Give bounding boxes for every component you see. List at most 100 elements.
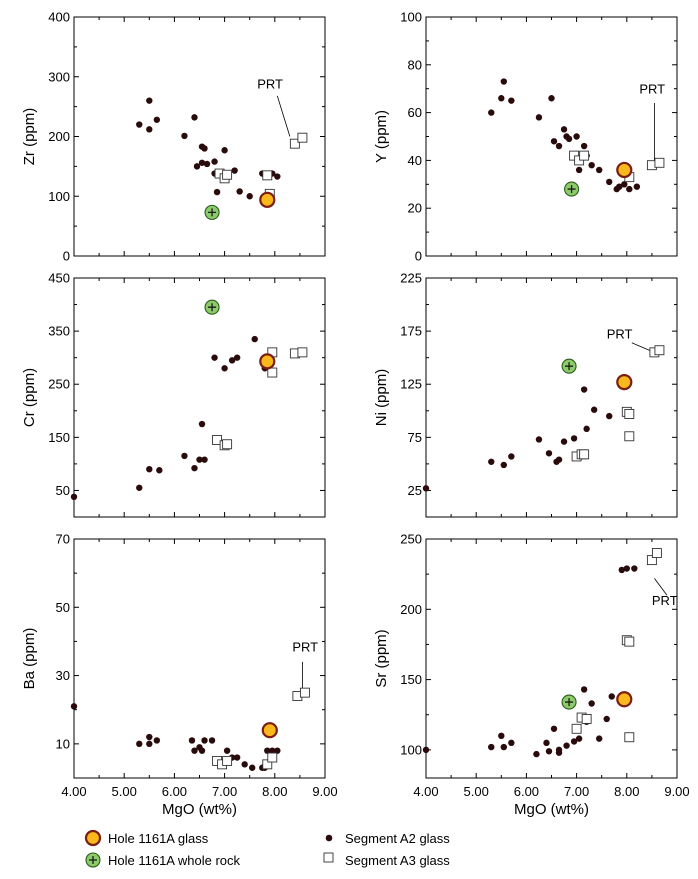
point-a2 bbox=[570, 435, 578, 442]
point-a2 bbox=[213, 188, 221, 196]
point-a2 bbox=[191, 747, 198, 754]
y-tick-label: 200 bbox=[400, 602, 422, 617]
point-a2 bbox=[560, 438, 568, 445]
point-glass bbox=[616, 161, 633, 179]
legend-a3-label: Segment A3 glass bbox=[345, 853, 450, 868]
y-tick-label: 50 bbox=[56, 600, 70, 615]
point-a3 bbox=[646, 555, 657, 566]
point-a2 bbox=[508, 97, 515, 104]
point-a2 bbox=[241, 761, 248, 768]
point-a2 bbox=[555, 749, 563, 756]
y-tick-label: 150 bbox=[400, 672, 422, 687]
point-a3 bbox=[581, 714, 592, 724]
point-a2 bbox=[498, 95, 505, 102]
point-a2 bbox=[608, 693, 615, 700]
panel-ni: 25 75 125 175 225 Ni (ppm) PRT bbox=[373, 271, 678, 518]
point-a2 bbox=[221, 365, 228, 372]
point-a3 bbox=[624, 636, 635, 647]
y-tick-label: 350 bbox=[48, 324, 70, 339]
point-a2 bbox=[573, 133, 580, 140]
point-a3 bbox=[579, 449, 590, 460]
panel-sr: 100 150 200 250 4.00 5.00 6.00 7.00 8.00 9.00 Sr (… bbox=[373, 532, 690, 819]
x-axis-label: MgO (wt%) bbox=[514, 801, 589, 818]
point-a2 bbox=[191, 114, 198, 121]
y-axis-label: Y (ppm) bbox=[373, 110, 390, 163]
legend-a2-label: Segment A2 glass bbox=[345, 831, 450, 846]
annotation-prt: PRT bbox=[257, 77, 283, 92]
point-a2 bbox=[488, 109, 495, 116]
point-a2 bbox=[188, 737, 196, 744]
point-whole-rock-cross bbox=[208, 303, 217, 312]
point-a2 bbox=[136, 740, 143, 748]
point-a2 bbox=[201, 737, 208, 744]
plot-frame-ni bbox=[425, 277, 678, 518]
y-tick-label: 125 bbox=[400, 377, 422, 392]
point-a2 bbox=[201, 145, 208, 152]
legend-glass-marker bbox=[84, 829, 102, 847]
plot-frame-y bbox=[425, 16, 678, 257]
x-tick-label: 4.00 bbox=[413, 784, 438, 799]
annotation-prt: PRT bbox=[652, 593, 678, 608]
point-a2 bbox=[580, 686, 588, 693]
point-a2 bbox=[181, 452, 188, 460]
legend-item-a2: Segment A2 glass bbox=[325, 831, 450, 846]
point-a2 bbox=[70, 493, 78, 501]
y-axis-label: Ni (ppm) bbox=[373, 369, 390, 427]
point-a3 bbox=[299, 687, 310, 698]
legend-item-a3: Segment A3 glass bbox=[323, 852, 450, 868]
point-a2 bbox=[563, 742, 570, 749]
panel-y: 0 20 40 60 80 100 Y (ppm) PRT bbox=[373, 10, 678, 264]
point-glass bbox=[261, 722, 278, 739]
point-a2 bbox=[545, 450, 553, 457]
point-a2 bbox=[146, 97, 153, 104]
point-a2 bbox=[631, 565, 638, 572]
point-a3 bbox=[624, 732, 635, 743]
point-a2 bbox=[208, 737, 216, 744]
point-a3 bbox=[654, 157, 665, 168]
y-tick-label: 0 bbox=[63, 249, 70, 264]
point-a3 bbox=[262, 170, 273, 181]
point-a2 bbox=[146, 733, 153, 741]
point-a2 bbox=[488, 743, 495, 751]
point-a2 bbox=[500, 461, 508, 469]
x-tick-label: 8.00 bbox=[262, 784, 287, 799]
point-a3 bbox=[651, 548, 662, 559]
y-tick-label: 100 bbox=[400, 742, 422, 757]
point-a2 bbox=[70, 703, 78, 710]
y-tick-label: 200 bbox=[48, 129, 70, 144]
y-tick-label: 450 bbox=[48, 271, 70, 286]
point-a3 bbox=[571, 723, 582, 734]
legend-whole-rock-label: Hole 1161A whole rock bbox=[108, 853, 241, 868]
point-a2 bbox=[623, 565, 630, 572]
legend-glass-label: Hole 1161A glass bbox=[108, 831, 209, 846]
point-a2 bbox=[198, 420, 206, 428]
plot-frame-zr bbox=[73, 16, 326, 257]
annotation-prt: PRT bbox=[292, 640, 318, 655]
point-a2 bbox=[580, 386, 588, 393]
point-glass bbox=[616, 691, 633, 708]
point-a2 bbox=[583, 425, 590, 433]
point-a2 bbox=[606, 412, 613, 420]
point-a2 bbox=[565, 135, 573, 143]
point-a2 bbox=[198, 747, 206, 754]
point-a2 bbox=[264, 747, 271, 754]
x-tick-label: 5.00 bbox=[112, 784, 137, 799]
point-a2 bbox=[508, 453, 515, 460]
panel-zr: 0 100 200 300 400 Zr (ppm) PRT bbox=[21, 10, 326, 264]
point-a2 bbox=[500, 743, 508, 751]
x-tick-label: 4.00 bbox=[61, 784, 86, 799]
plot-frame-cr bbox=[73, 277, 326, 518]
point-a3 bbox=[624, 431, 635, 442]
x-tick-label: 9.00 bbox=[664, 784, 689, 799]
point-a2 bbox=[543, 739, 550, 747]
point-a2 bbox=[508, 739, 515, 747]
point-a2 bbox=[535, 436, 543, 443]
point-a2 bbox=[136, 484, 143, 491]
y-tick-label: 50 bbox=[56, 483, 70, 498]
point-a2 bbox=[246, 193, 253, 200]
point-a2 bbox=[221, 147, 228, 154]
x-axis-label: MgO (wt%) bbox=[162, 801, 237, 818]
panel-cr: 50 150 250 350 450 Cr (ppm) bbox=[21, 271, 326, 518]
point-a2 bbox=[274, 747, 281, 754]
point-a2 bbox=[555, 456, 563, 463]
